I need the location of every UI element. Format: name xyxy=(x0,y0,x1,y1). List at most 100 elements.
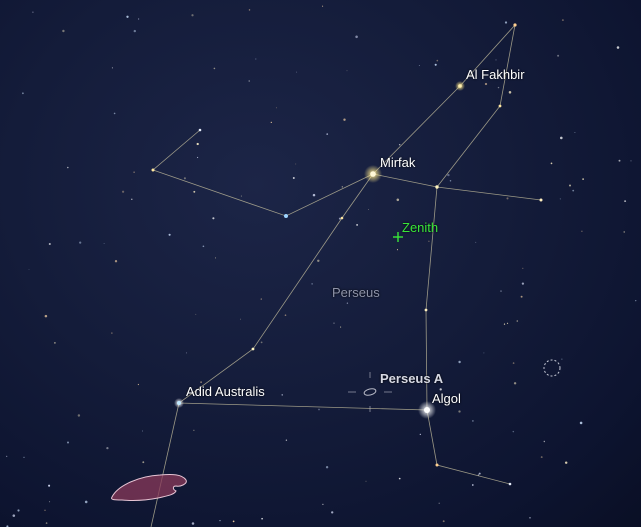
background-star xyxy=(428,240,430,242)
background-star xyxy=(484,82,488,86)
background-star xyxy=(260,341,263,344)
background-star xyxy=(131,198,133,201)
background-stars xyxy=(6,5,637,527)
background-star xyxy=(311,283,313,285)
background-star xyxy=(458,410,461,413)
background-star xyxy=(574,131,576,134)
background-star xyxy=(512,430,515,433)
background-star xyxy=(326,133,329,135)
background-star xyxy=(183,177,186,180)
background-star xyxy=(114,260,118,263)
background-star xyxy=(419,433,421,435)
galaxy-ellipse-icon xyxy=(348,372,392,412)
background-star xyxy=(439,388,442,391)
background-star xyxy=(260,298,262,300)
star-line-8 xyxy=(340,216,344,220)
star-al-fakhbir xyxy=(458,84,462,88)
background-star xyxy=(318,408,320,411)
background-star xyxy=(292,177,295,179)
background-star xyxy=(438,502,440,504)
background-star xyxy=(168,233,171,236)
background-star xyxy=(508,91,512,94)
background-star xyxy=(396,249,399,251)
background-star xyxy=(396,198,400,202)
background-star xyxy=(434,63,437,66)
background-star xyxy=(48,484,51,487)
perseus-line-west xyxy=(152,129,374,217)
background-star xyxy=(582,178,584,180)
background-star xyxy=(343,118,346,121)
background-star xyxy=(333,322,335,324)
background-star xyxy=(418,65,420,66)
star-adid-australis xyxy=(177,401,181,405)
background-star xyxy=(22,92,24,95)
background-star xyxy=(185,352,188,354)
background-star xyxy=(45,522,48,524)
background-star xyxy=(521,282,525,285)
background-star xyxy=(504,21,508,24)
star-algol xyxy=(424,407,430,413)
label-mirfak[interactable]: Mirfak xyxy=(380,155,416,170)
background-star xyxy=(191,522,195,525)
background-star xyxy=(77,414,81,417)
background-star xyxy=(572,189,575,192)
background-star xyxy=(559,198,561,200)
background-star xyxy=(196,142,199,146)
star-line-4 xyxy=(539,198,543,202)
background-star xyxy=(317,259,320,263)
background-star xyxy=(447,173,450,177)
label-constellation[interactable]: Perseus xyxy=(332,285,380,300)
background-star xyxy=(475,241,477,243)
background-star xyxy=(618,159,621,162)
background-star xyxy=(529,517,531,519)
background-star xyxy=(560,136,563,140)
plus-marker-icon xyxy=(393,232,403,242)
background-star xyxy=(564,461,568,464)
background-star xyxy=(53,341,56,344)
label-al-fakhbir[interactable]: Al Fakhbir xyxy=(466,67,525,82)
background-star xyxy=(340,326,342,328)
background-star xyxy=(635,300,637,302)
background-star xyxy=(630,160,632,162)
background-star xyxy=(133,29,136,33)
perseus-line-body xyxy=(177,173,511,485)
label-algol[interactable]: Algol xyxy=(432,391,461,406)
background-star xyxy=(331,511,334,514)
bright-stars xyxy=(151,23,543,486)
background-star xyxy=(133,171,135,173)
label-adid-australis[interactable]: Adid Australis xyxy=(186,384,265,399)
background-star xyxy=(275,107,277,109)
background-star xyxy=(398,143,401,146)
background-star xyxy=(355,35,358,39)
background-star xyxy=(285,439,288,441)
background-star xyxy=(142,430,143,432)
background-star xyxy=(48,242,51,246)
background-star xyxy=(561,19,564,22)
perseus-line-tail xyxy=(150,402,180,527)
background-star xyxy=(458,360,461,364)
background-star xyxy=(111,332,113,334)
background-star xyxy=(561,358,563,360)
background-star xyxy=(333,287,335,289)
background-star xyxy=(49,501,51,503)
dashed-circle-icon xyxy=(543,359,561,377)
label-zenith[interactable]: Zenith xyxy=(402,220,439,235)
star-line-12 xyxy=(508,482,512,486)
background-star xyxy=(506,322,509,324)
background-star xyxy=(126,15,129,18)
nebula-shape xyxy=(111,474,187,501)
background-star xyxy=(106,446,109,450)
star-line-11 xyxy=(435,463,439,467)
background-star xyxy=(356,223,359,226)
background-star xyxy=(23,456,25,458)
background-star xyxy=(6,455,8,458)
background-star xyxy=(550,162,553,165)
star-line-9 xyxy=(251,347,255,351)
background-star xyxy=(193,190,196,193)
label-perseus-a[interactable]: Perseus A xyxy=(380,371,444,386)
background-star xyxy=(579,421,583,425)
background-star xyxy=(137,383,140,386)
background-star xyxy=(442,520,445,523)
background-star xyxy=(212,217,215,220)
